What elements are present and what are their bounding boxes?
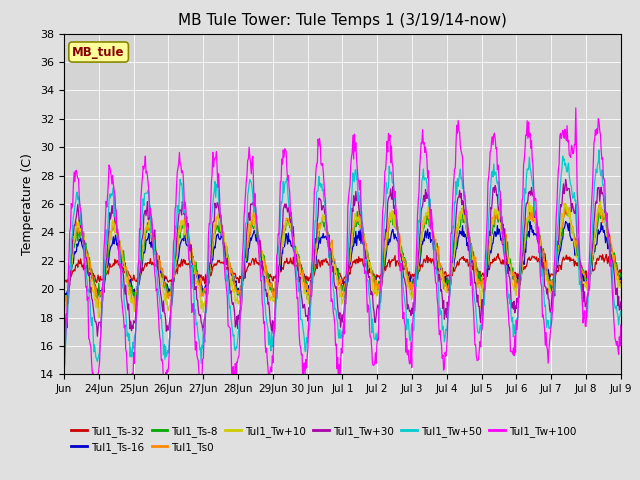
Line: Tul1_Tw+10: Tul1_Tw+10 bbox=[64, 201, 621, 318]
Line: Tul1_Ts-8: Tul1_Ts-8 bbox=[64, 209, 621, 300]
Tul1_Tw+30 bbox=[228, 301, 236, 307]
Tul1_Tw+50 bbox=[432, 256, 440, 262]
Tul1_Ts-8 bbox=[256, 240, 264, 246]
Tul1_Ts-16 bbox=[617, 273, 625, 279]
Tul1_Ts-32 bbox=[125, 272, 133, 278]
Tul1_Ts-16 bbox=[432, 245, 440, 251]
Tul1_Tw+30 bbox=[256, 238, 264, 243]
Tul1_Ts-32 bbox=[276, 265, 284, 271]
Tul1_Ts-8 bbox=[60, 296, 68, 302]
Tul1_Ts-32 bbox=[617, 271, 625, 276]
Tul1_Ts-16 bbox=[60, 294, 68, 300]
Tul1_Tw+50 bbox=[617, 309, 625, 314]
Tul1_Ts-16 bbox=[228, 269, 236, 275]
Text: MB_tule: MB_tule bbox=[72, 46, 125, 59]
Tul1_Ts0 bbox=[401, 256, 408, 262]
Tul1_Tw+100 bbox=[277, 179, 285, 184]
Tul1_Tw+30 bbox=[93, 333, 101, 339]
Tul1_Ts0 bbox=[617, 277, 625, 283]
Tul1_Ts-32 bbox=[255, 260, 263, 266]
Tul1_Tw+30 bbox=[562, 177, 570, 182]
Tul1_Tw+10 bbox=[256, 247, 264, 253]
Legend: Tul1_Ts-32, Tul1_Ts-16, Tul1_Ts-8, Tul1_Ts0, Tul1_Tw+10, Tul1_Tw+30, Tul1_Tw+50,: Tul1_Ts-32, Tul1_Ts-16, Tul1_Ts-8, Tul1_… bbox=[69, 424, 578, 455]
Tul1_Tw+50 bbox=[256, 256, 264, 262]
Tul1_Tw+30 bbox=[126, 326, 134, 332]
Tul1_Tw+10 bbox=[401, 261, 408, 266]
Tul1_Tw+10 bbox=[95, 315, 102, 321]
Tul1_Ts-8 bbox=[401, 255, 408, 261]
Tul1_Tw+30 bbox=[60, 328, 68, 334]
Tul1_Tw+50 bbox=[197, 361, 205, 367]
Tul1_Tw+10 bbox=[126, 292, 134, 298]
Tul1_Tw+50 bbox=[60, 355, 68, 361]
Tul1_Ts0 bbox=[256, 239, 264, 245]
Tul1_Ts-32 bbox=[401, 267, 408, 273]
Tul1_Tw+100 bbox=[126, 379, 134, 384]
Tul1_Ts-16 bbox=[277, 267, 285, 273]
Tul1_Ts-16 bbox=[401, 266, 408, 272]
Tul1_Ts-16 bbox=[256, 246, 264, 252]
Tul1_Tw+30 bbox=[401, 276, 408, 281]
Tul1_Ts-8 bbox=[277, 245, 285, 251]
Line: Tul1_Tw+100: Tul1_Tw+100 bbox=[64, 108, 621, 399]
Tul1_Ts-16 bbox=[562, 219, 570, 225]
Tul1_Ts0 bbox=[228, 272, 236, 278]
Tul1_Tw+30 bbox=[617, 299, 625, 305]
Tul1_Tw+100 bbox=[256, 259, 264, 264]
Tul1_Tw+50 bbox=[595, 147, 603, 153]
Tul1_Ts-8 bbox=[617, 270, 625, 276]
Tul1_Tw+10 bbox=[228, 288, 236, 294]
Tul1_Ts0 bbox=[126, 290, 134, 296]
Tul1_Tw+100 bbox=[60, 370, 68, 375]
Tul1_Ts-32 bbox=[60, 274, 68, 280]
Tul1_Tw+30 bbox=[432, 247, 440, 252]
Tul1_Tw+50 bbox=[228, 326, 236, 332]
Tul1_Ts-32 bbox=[339, 281, 347, 287]
Tul1_Ts0 bbox=[432, 236, 440, 242]
Tul1_Ts-16 bbox=[61, 296, 68, 302]
Y-axis label: Temperature (C): Temperature (C) bbox=[22, 153, 35, 255]
Tul1_Tw+10 bbox=[277, 246, 285, 252]
Tul1_Tw+30 bbox=[277, 236, 285, 242]
Line: Tul1_Tw+30: Tul1_Tw+30 bbox=[64, 180, 621, 336]
Tul1_Tw+50 bbox=[401, 295, 408, 301]
Tul1_Ts-8 bbox=[125, 279, 133, 285]
Line: Tul1_Tw+50: Tul1_Tw+50 bbox=[64, 150, 621, 364]
Tul1_Ts-8 bbox=[228, 272, 236, 278]
Tul1_Tw+100 bbox=[401, 320, 408, 325]
Tul1_Tw+100 bbox=[432, 280, 440, 286]
Tul1_Tw+100 bbox=[572, 105, 580, 111]
Tul1_Ts0 bbox=[562, 201, 570, 206]
Tul1_Ts-8 bbox=[131, 298, 139, 303]
Tul1_Tw+10 bbox=[617, 285, 625, 291]
Tul1_Tw+10 bbox=[60, 309, 68, 314]
Line: Tul1_Ts-16: Tul1_Ts-16 bbox=[64, 222, 621, 299]
Tul1_Ts-16 bbox=[126, 278, 134, 284]
Tul1_Tw+100 bbox=[617, 322, 625, 328]
Tul1_Ts-8 bbox=[458, 206, 466, 212]
Line: Tul1_Ts0: Tul1_Ts0 bbox=[64, 204, 621, 308]
Tul1_Tw+50 bbox=[277, 199, 285, 205]
Tul1_Ts0 bbox=[94, 305, 102, 311]
Tul1_Tw+10 bbox=[432, 248, 440, 254]
Tul1_Ts0 bbox=[60, 301, 68, 307]
Title: MB Tule Tower: Tule Temps 1 (3/19/14-now): MB Tule Tower: Tule Temps 1 (3/19/14-now… bbox=[178, 13, 507, 28]
Tul1_Tw+50 bbox=[125, 331, 133, 337]
Tul1_Tw+100 bbox=[228, 375, 236, 381]
Tul1_Ts-8 bbox=[432, 242, 440, 248]
Tul1_Ts-32 bbox=[432, 264, 440, 270]
Tul1_Tw+10 bbox=[596, 198, 604, 204]
Tul1_Ts-32 bbox=[228, 271, 236, 276]
Tul1_Ts-32 bbox=[494, 251, 502, 257]
Tul1_Ts0 bbox=[277, 246, 285, 252]
Tul1_Tw+100 bbox=[93, 396, 100, 402]
Line: Tul1_Ts-32: Tul1_Ts-32 bbox=[64, 254, 621, 284]
